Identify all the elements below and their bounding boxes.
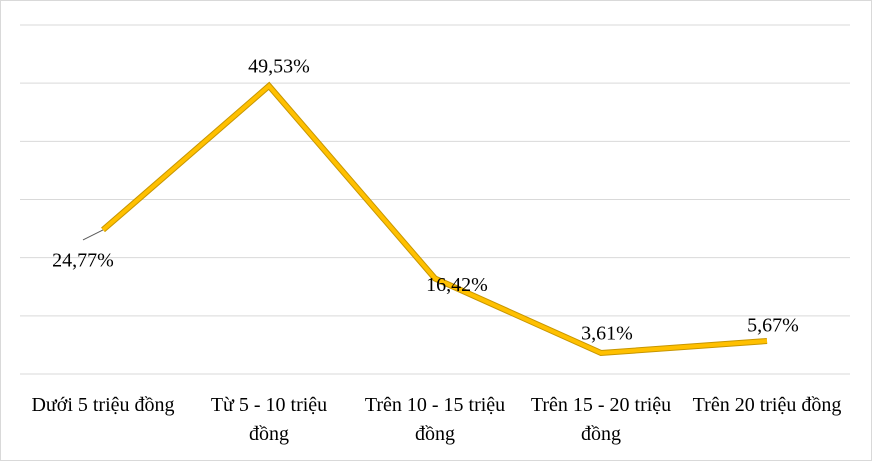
data-label: 49,53% (248, 55, 310, 77)
x-tick-label: Dưới 5 triệu đồng (31, 394, 175, 416)
line-shadow (101, 81, 768, 357)
data-label: 5,67% (747, 315, 799, 337)
data-line (101, 83, 768, 356)
data-label: 24,77% (52, 250, 114, 272)
x-tick-label: Trên 15 - 20 triệu đồng (530, 394, 672, 445)
x-tick-label: Từ 5 - 10 triệu đồng (210, 394, 328, 445)
data-label: 16,42% (426, 274, 488, 296)
leader-line (82, 229, 104, 241)
data-label: 3,61% (581, 323, 633, 345)
x-tick-label: Trên 20 triệu đồng (692, 394, 842, 416)
x-tick-label: Trên 10 - 15 triệu đồng (364, 394, 506, 445)
